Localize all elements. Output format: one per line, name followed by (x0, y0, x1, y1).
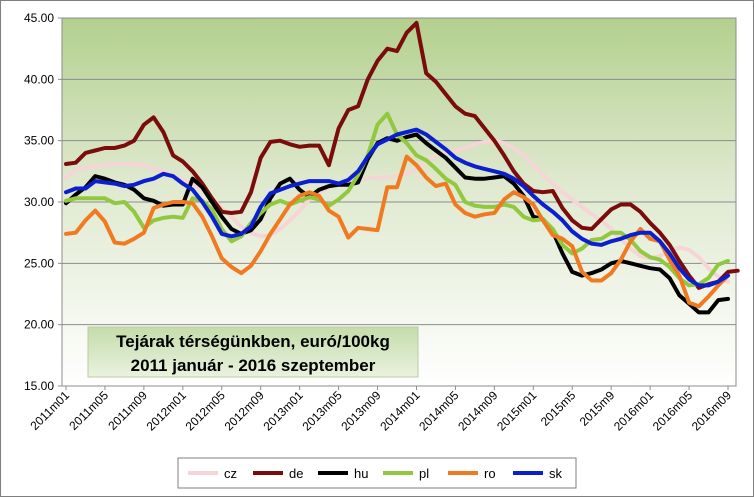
x-tick-label: 2016m09 (689, 388, 735, 434)
x-tick-label: 2013m01 (260, 388, 306, 434)
x-tick-label: 2012m01 (144, 388, 190, 434)
x-tick-label: 2011m09 (105, 388, 150, 433)
x-axis: 2011m012011m052011m092012m012012m052012m… (27, 386, 734, 434)
chart-title-box: Tejárak térségünkben, euró/100kg 2011 ja… (87, 326, 419, 378)
x-tick-label: 2015m01 (494, 388, 540, 434)
x-tick-label: 2015m5 (538, 388, 579, 429)
y-tick-label: 30.00 (24, 195, 54, 209)
x-tick-label: 2014m09 (455, 388, 501, 434)
legend-box (177, 457, 577, 489)
x-tick-label: 2016m01 (611, 388, 657, 434)
x-tick-label: 2014m01 (377, 388, 423, 434)
series-line-de (64, 20, 740, 290)
legend-label-sk: sk (549, 466, 563, 481)
x-tick-label: 2013m09 (338, 388, 384, 434)
legend: cz de hu pl ro sk (177, 457, 577, 489)
y-axis: 15.00 20.00 25.00 30.00 35.00 40.00 45.00 (24, 11, 62, 393)
legend-label-de: de (289, 466, 303, 481)
chart-subtitle: 2011 január - 2016 szeptember (131, 356, 376, 375)
y-tick-label: 25.00 (24, 256, 54, 270)
legend-label-pl: pl (419, 466, 429, 481)
legend-label-hu: hu (354, 466, 368, 481)
y-tick-label: 40.00 (24, 72, 54, 86)
x-tick-label: 2011m01 (27, 388, 72, 433)
series-lines (64, 20, 740, 315)
x-tick-label: 2012m05 (183, 388, 229, 434)
legend-label-cz: cz (224, 466, 237, 481)
y-tick-label: 20.00 (24, 318, 54, 332)
chart-title: Tejárak térségünkben, euró/100kg (116, 332, 390, 351)
gridlines (62, 78, 736, 326)
legend-label-ro: ro (484, 466, 496, 481)
y-tick-label: 45.00 (24, 11, 54, 25)
series-line-sk (64, 127, 730, 288)
x-tick-label: 2016m05 (650, 388, 696, 434)
x-tick-label: 2014m05 (416, 388, 462, 434)
x-tick-label: 2012m09 (222, 388, 268, 434)
y-tick-label: 35.00 (24, 134, 54, 148)
y-tick-label: 15.00 (24, 379, 54, 393)
x-tick-label: 2011m05 (66, 388, 111, 433)
series-line-ro (64, 154, 730, 309)
x-tick-label: 2013m05 (299, 388, 345, 434)
